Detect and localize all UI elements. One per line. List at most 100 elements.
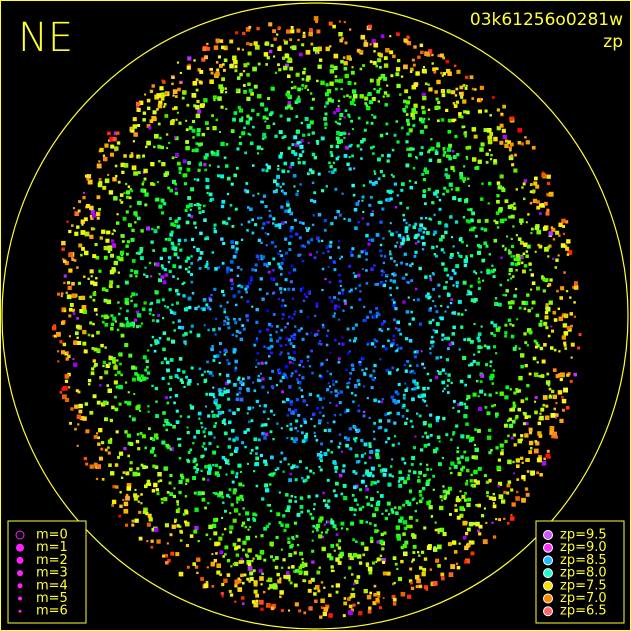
- star-dot: [552, 257, 555, 260]
- star-dot: [375, 306, 379, 310]
- star-dot: [520, 456, 524, 460]
- star-dot: [496, 226, 500, 229]
- star-dot: [151, 447, 155, 451]
- star-dot: [182, 333, 186, 337]
- star-dot: [530, 447, 533, 450]
- star-dot: [471, 455, 476, 460]
- star-dot: [202, 298, 207, 302]
- star-dot: [249, 526, 252, 529]
- star-dot: [130, 269, 134, 272]
- star-dot: [189, 208, 192, 211]
- star-dot: [325, 604, 330, 609]
- star-dot: [409, 567, 413, 571]
- star-dot: [298, 153, 303, 157]
- star-dot: [304, 478, 308, 482]
- star-dot: [452, 284, 455, 287]
- star-dot: [272, 122, 276, 125]
- star-dot: [161, 440, 166, 445]
- star-dot: [121, 170, 125, 174]
- star-dot: [324, 122, 328, 126]
- star-dot: [504, 143, 509, 148]
- star-dot: [252, 406, 255, 409]
- star-dot: [269, 49, 273, 54]
- star-dot: [412, 379, 417, 383]
- star-dot: [277, 63, 280, 67]
- star-dot: [286, 29, 291, 34]
- star-dot: [330, 64, 334, 69]
- star-dot: [328, 161, 331, 165]
- star-dot: [140, 229, 144, 233]
- star-dot: [109, 136, 115, 142]
- star-dot: [247, 376, 251, 380]
- star-dot: [408, 179, 412, 183]
- star-dot: [126, 433, 131, 438]
- star-dot: [415, 585, 419, 589]
- star-dot: [148, 312, 152, 315]
- star-dot: [456, 69, 461, 74]
- star-dot: [369, 310, 372, 314]
- star-dot: [102, 185, 107, 190]
- star-dot: [424, 125, 428, 129]
- star-dot: [418, 499, 423, 504]
- star-dot: [480, 142, 485, 147]
- star-dot: [419, 462, 422, 466]
- star-dot: [403, 109, 407, 113]
- star-dot: [254, 462, 258, 467]
- star-dot: [446, 273, 450, 277]
- star-dot: [491, 382, 495, 385]
- star-dot: [535, 184, 540, 189]
- star-dot: [422, 567, 427, 572]
- star-dot: [516, 318, 519, 321]
- star-dot: [120, 162, 125, 168]
- star-dot: [195, 105, 200, 110]
- star-dot: [335, 107, 341, 113]
- star-dot: [296, 543, 300, 547]
- star-dot: [82, 191, 85, 194]
- star-dot: [192, 476, 197, 480]
- star-dot: [195, 463, 199, 467]
- star-dot: [147, 106, 151, 110]
- star-dot: [438, 295, 441, 298]
- star-dot: [435, 418, 439, 423]
- star-dot: [293, 152, 298, 156]
- star-dot: [225, 473, 228, 476]
- star-dot: [102, 400, 108, 405]
- star-dot: [242, 581, 245, 585]
- star-dot: [234, 579, 240, 585]
- star-dot: [443, 494, 448, 499]
- star-dot: [431, 201, 435, 205]
- star-dot: [392, 582, 395, 586]
- star-dot: [71, 282, 75, 286]
- star-dot: [409, 264, 412, 267]
- star-dot: [248, 420, 251, 424]
- star-dot: [153, 349, 157, 353]
- star-dot: [125, 495, 130, 501]
- star-dot: [118, 451, 124, 456]
- star-dot: [359, 67, 363, 71]
- star-dot: [132, 117, 137, 122]
- star-dot: [235, 31, 239, 35]
- star-dot: [230, 268, 233, 272]
- star-dot: [158, 337, 162, 340]
- star-dot: [563, 387, 568, 393]
- star-dot: [188, 203, 193, 208]
- star-dot: [291, 464, 296, 469]
- star-dot: [358, 360, 362, 364]
- star-dot: [232, 117, 236, 122]
- star-dot: [203, 218, 207, 222]
- star-dot: [236, 76, 241, 80]
- star-dot: [316, 236, 320, 240]
- star-dot: [482, 539, 488, 545]
- star-dot: [402, 396, 406, 400]
- star-dot: [122, 216, 127, 221]
- star-dot: [449, 467, 452, 470]
- star-dot: [367, 566, 373, 572]
- star-dot: [162, 280, 167, 285]
- star-dot: [136, 310, 140, 314]
- star-dot: [353, 498, 358, 502]
- star-dot: [130, 154, 134, 158]
- star-dot: [184, 259, 188, 263]
- star-dot: [520, 261, 524, 265]
- star-dot: [300, 388, 303, 392]
- star-dot: [251, 600, 256, 604]
